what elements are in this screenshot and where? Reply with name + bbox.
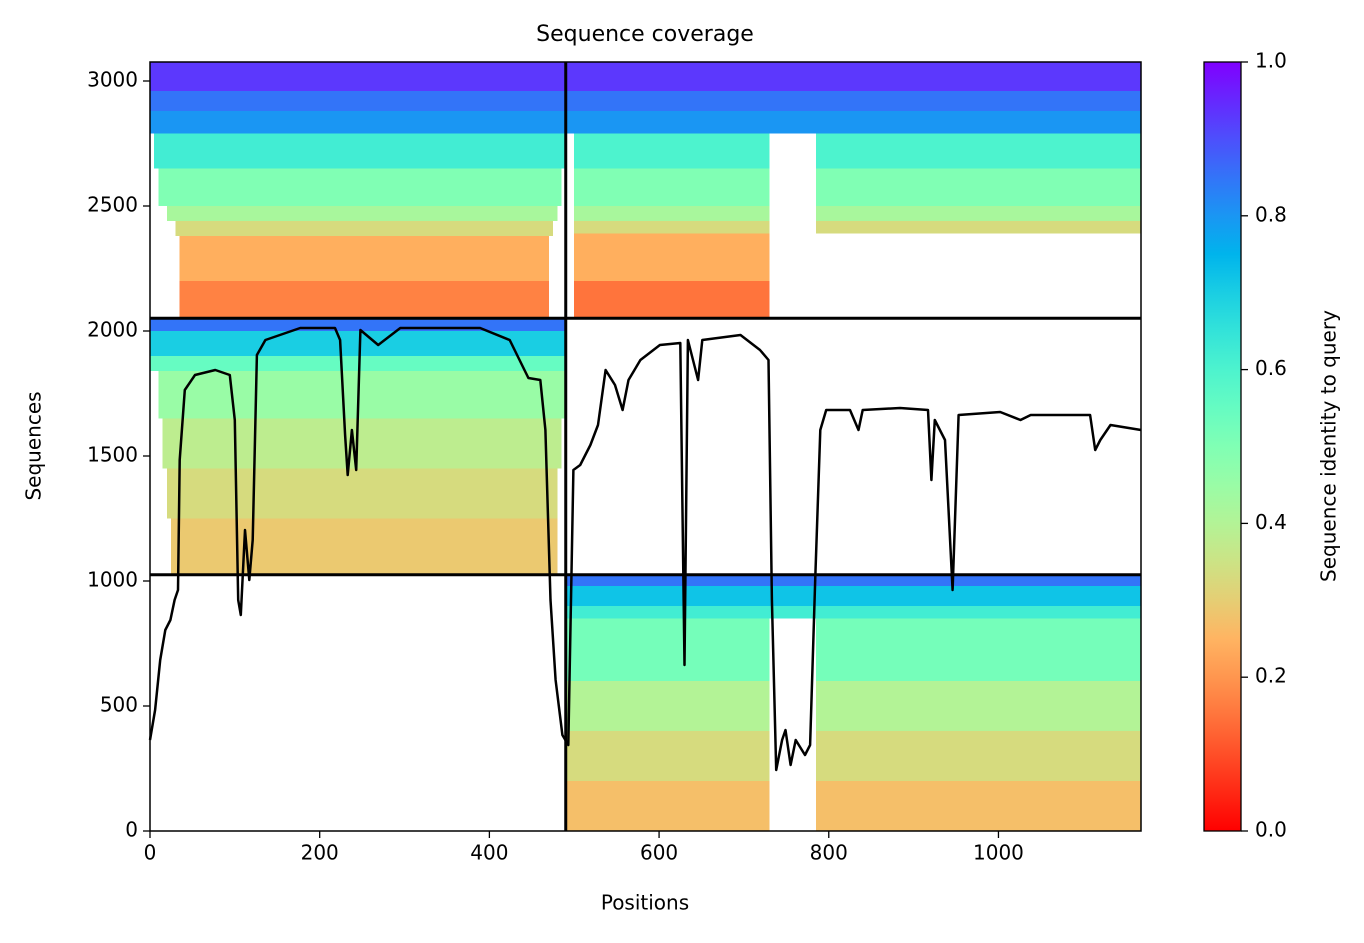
heatmap-band xyxy=(179,281,549,319)
plot-frame xyxy=(149,61,1142,832)
heatmap-band xyxy=(816,168,1141,206)
x-tick-label: 200 xyxy=(301,841,339,865)
colorbar-tick-label: 0.8 xyxy=(1255,202,1287,226)
heatmap-band xyxy=(166,468,558,519)
x-tick-label: 400 xyxy=(470,841,508,865)
colorbar-tick-label: 0.2 xyxy=(1255,664,1287,688)
colorbar-tick-label: 0.0 xyxy=(1255,818,1287,842)
heatmap-band xyxy=(574,233,770,281)
heatmap-band xyxy=(565,574,1141,586)
x-tick-label: 800 xyxy=(810,841,848,865)
colorbar-tick-label: 1.0 xyxy=(1255,49,1287,73)
colorbar xyxy=(1203,61,1242,832)
heatmap-band xyxy=(574,168,770,206)
heatmap-band xyxy=(166,206,558,221)
heatmap-band xyxy=(574,133,770,169)
chart-title: Sequence coverage xyxy=(536,22,754,47)
y-tick-label: 1000 xyxy=(87,568,138,592)
heatmap-band xyxy=(565,606,1141,619)
heatmap-band xyxy=(150,91,566,111)
heatmap-band xyxy=(574,281,770,319)
heatmap-band xyxy=(175,221,554,236)
heatmap-band xyxy=(150,111,566,134)
heatmap-band xyxy=(816,681,1141,731)
heatmap-band xyxy=(565,781,770,831)
heatmap-band xyxy=(816,781,1141,831)
heatmap-band xyxy=(816,731,1141,781)
x-tick-label: 0 xyxy=(144,841,157,865)
heatmap-band xyxy=(565,91,1141,111)
heatmap-band xyxy=(179,236,549,281)
heatmap-band xyxy=(162,418,562,469)
y-tick-label: 1500 xyxy=(87,443,138,467)
heatmap-band xyxy=(150,62,566,91)
heatmap-band xyxy=(816,618,1141,681)
heatmap-band xyxy=(565,62,1141,91)
heatmap-band xyxy=(574,221,770,234)
heatmap-band xyxy=(154,133,566,169)
heatmap-band xyxy=(150,331,566,356)
x-tick-label: 600 xyxy=(640,841,678,865)
heatmap-band xyxy=(171,518,558,575)
y-axis-label: Sequences xyxy=(22,391,46,500)
heatmap-band xyxy=(816,221,1141,234)
heatmap-band xyxy=(150,356,566,371)
coverage-line xyxy=(148,326,1142,772)
heatmap-band xyxy=(574,206,770,221)
y-tick-label: 500 xyxy=(100,693,138,717)
heatmap-band xyxy=(816,206,1141,221)
heatmap-band xyxy=(565,111,1141,134)
heatmap-band xyxy=(565,681,770,731)
x-axis-label: Positions xyxy=(601,891,689,915)
y-tick-label: 2000 xyxy=(87,318,138,342)
heatmap-band xyxy=(158,371,566,419)
y-tick-label: 3000 xyxy=(87,68,138,92)
colorbar-tick-label: 0.6 xyxy=(1255,356,1287,380)
colorbar-tick-label: 0.4 xyxy=(1255,510,1287,534)
y-tick-label: 0 xyxy=(125,818,138,842)
heatmap-band xyxy=(565,618,770,681)
colorbar-label: Sequence identity to query xyxy=(1317,310,1341,582)
heatmap-band xyxy=(158,168,562,206)
heatmap-band xyxy=(816,133,1141,169)
x-tick-label: 1000 xyxy=(973,841,1024,865)
heatmap-band xyxy=(150,318,566,331)
heatmap-band xyxy=(565,586,1141,606)
heatmap-band xyxy=(565,731,770,781)
y-tick-label: 2500 xyxy=(87,193,138,217)
